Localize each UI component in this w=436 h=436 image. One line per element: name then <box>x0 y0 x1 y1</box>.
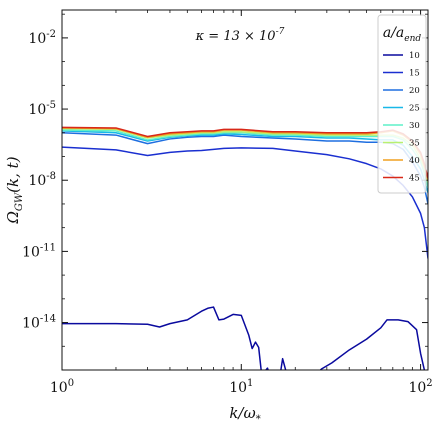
series-layer <box>62 126 428 370</box>
series-line-20 <box>62 132 428 205</box>
series-line-15 <box>62 146 428 259</box>
legend-label-20: 20 <box>409 86 420 96</box>
y-tick-label: 10-14 <box>22 314 56 332</box>
y-tick-label: 10-8 <box>28 171 56 189</box>
x-tick-label: 102 <box>408 378 432 396</box>
legend-label-35: 35 <box>409 139 420 149</box>
kappa-annotation: κ = 13 × 10-7 <box>195 27 285 44</box>
legend-label-40: 40 <box>409 156 420 166</box>
y-tick-label: 10-11 <box>22 242 56 260</box>
legend-title: a/aend <box>383 25 422 44</box>
x-tick-label: 100 <box>50 378 74 396</box>
series-line-25 <box>62 130 428 193</box>
y-tick-label: 10-5 <box>28 100 56 118</box>
y-axis-label: ΩGW(k, t) <box>4 156 25 224</box>
legend: a/aend 10 15 20 25 30 35 40 45 <box>377 14 427 194</box>
legend-box <box>377 14 427 194</box>
plot-frame <box>61 9 429 371</box>
legend-label-45: 45 <box>409 174 420 184</box>
legend-label-25: 25 <box>409 104 420 114</box>
series-line-10 <box>62 306 426 370</box>
x-axis-label: k/ω* <box>229 404 260 425</box>
x-tick-label: 101 <box>229 378 253 396</box>
y-tick-label: 10-2 <box>28 29 56 47</box>
legend-label-30: 30 <box>409 121 420 131</box>
legend-label-10: 10 <box>409 51 420 61</box>
legend-label-15: 15 <box>409 69 420 79</box>
ticks-layer: 100 101 102 10-14 10-11 10-8 10-5 10-2 <box>22 10 433 396</box>
